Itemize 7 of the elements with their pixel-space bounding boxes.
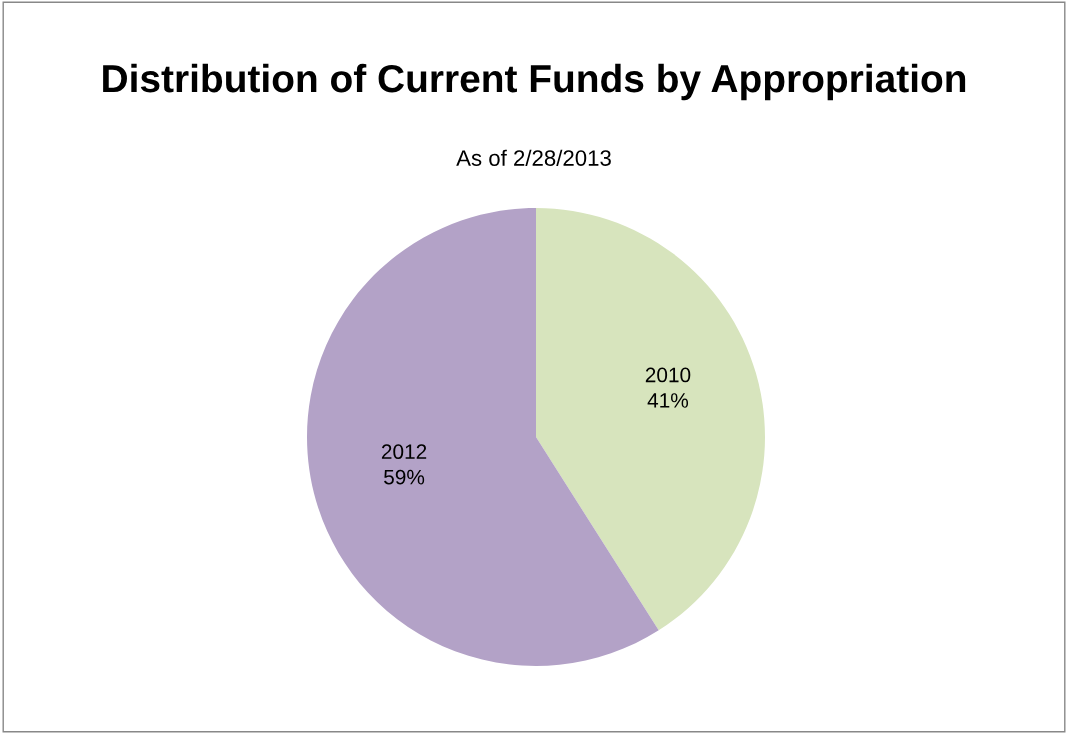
slice-label: 2012	[381, 444, 427, 460]
chart-title: Distribution of Current Funds by Appropriation	[103, 63, 966, 101]
data-label: 59%	[384, 469, 425, 485]
pie-slice	[536, 208, 765, 631]
slice-label: 2010	[645, 367, 691, 383]
chart-subtitle: As of 2/28/2013	[456, 149, 611, 166]
data-label: 41%	[647, 393, 689, 408]
